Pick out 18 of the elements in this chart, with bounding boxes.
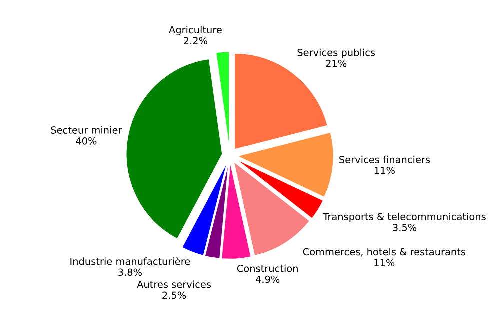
slice-label: Secteur minier	[51, 126, 122, 134]
slice-label: Autres services	[137, 280, 212, 288]
slice-label: Agriculture	[169, 26, 222, 36]
data-label: 2.2%	[184, 37, 208, 45]
data-label: 11%	[374, 259, 395, 267]
data-label: 3.8%	[118, 268, 142, 276]
slice-label: Services financiers	[340, 156, 430, 164]
data-label: 3.5%	[393, 224, 417, 232]
data-label: 21%	[326, 60, 347, 68]
slice-label: Commerces, hotels & restaurants	[303, 248, 466, 257]
data-label: 2.5%	[162, 292, 186, 300]
slice-label: Construction	[237, 264, 298, 272]
slice-label: Industrie manufacturière	[70, 257, 190, 266]
slice-label: Transports & telecommunications	[323, 212, 486, 222]
data-label: 40%	[76, 137, 97, 145]
data-label: 11%	[374, 166, 395, 174]
slice-label: Services publics	[298, 48, 376, 58]
data-label: 4.9%	[256, 276, 280, 284]
